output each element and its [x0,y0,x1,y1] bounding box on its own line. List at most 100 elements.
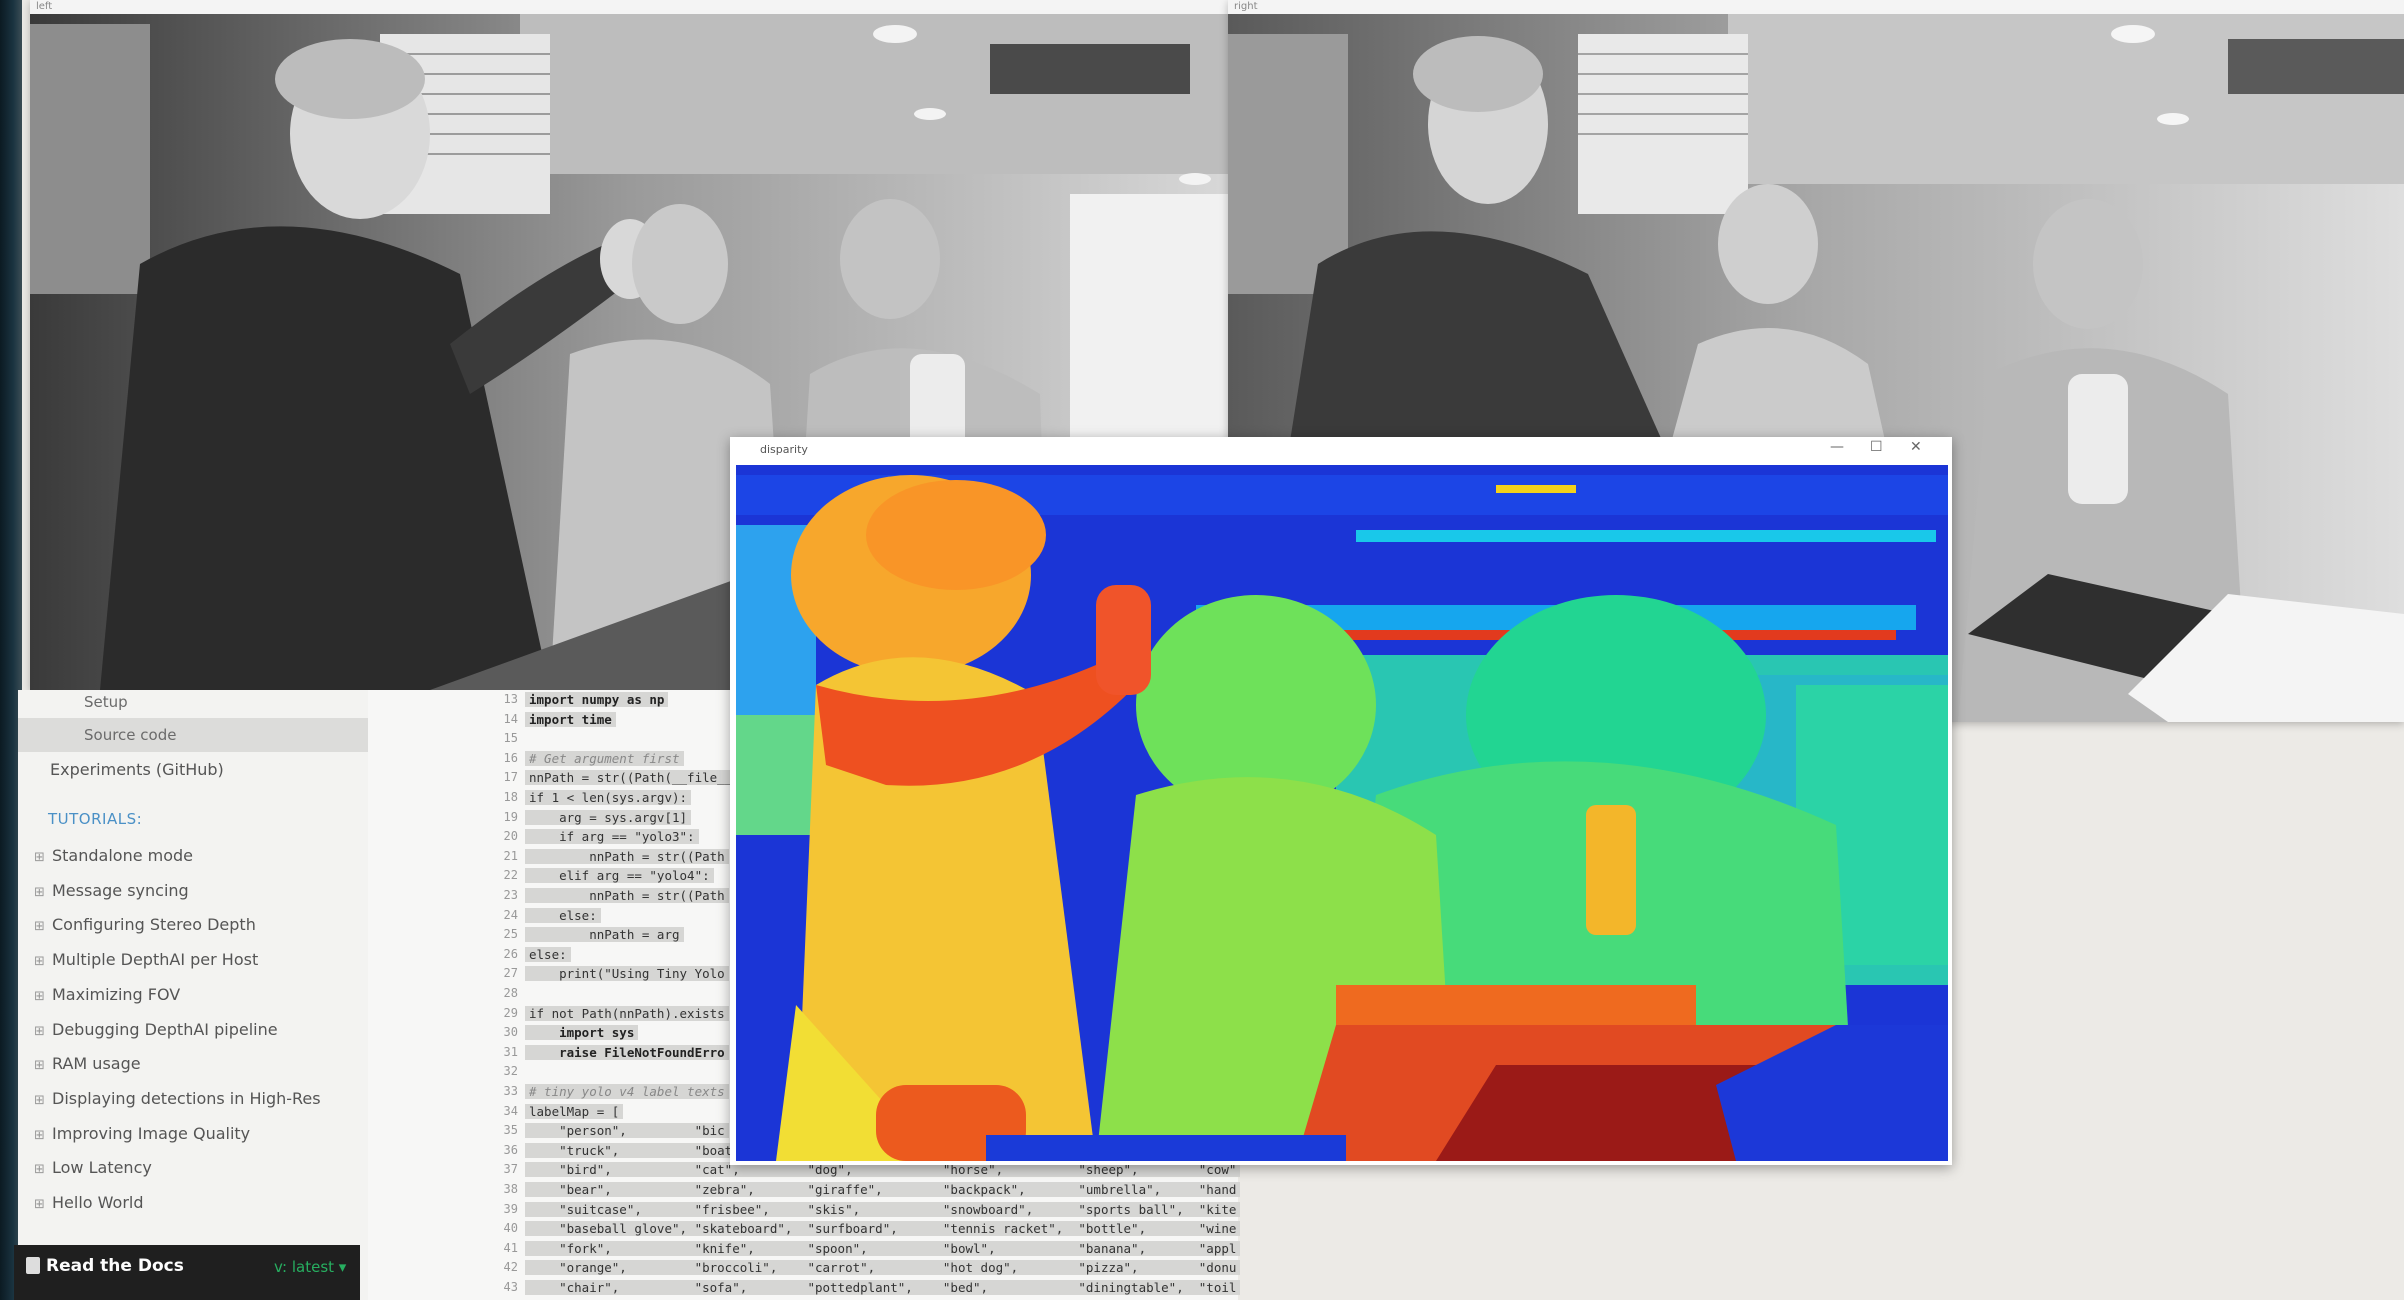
line-number: 23 [503,888,518,902]
sidebar-item-label: Configuring Stereo Depth [52,915,256,935]
version-selector[interactable]: v: latest ▾ [274,1258,347,1276]
right-window-title[interactable]: right [1228,0,2404,14]
code-line: # tiny yolo v4 label texts [525,1084,729,1099]
code-line: nnPath = arg [525,927,684,943]
expand-plus-icon[interactable]: ⊞ [34,919,45,935]
nav-sub-setup[interactable]: Setup [84,693,128,711]
sidebar-item[interactable]: ⊞ Hello World [34,1193,144,1212]
expand-plus-icon[interactable]: ⊞ [34,1127,45,1143]
code-line: import sys [525,1025,639,1041]
expand-plus-icon[interactable]: ⊞ [34,1092,45,1108]
close-icon[interactable]: ✕ [1910,439,1922,455]
rtd-footer[interactable] [14,1245,360,1300]
sidebar-item[interactable]: ⊞ Multiple DepthAI per Host [34,950,258,969]
code-text: nnPath = str((Path [525,848,729,864]
code-text: if 1 < len(sys.argv): [525,790,692,805]
code-line: "chair", "sofa", "pottedplant", "bed", "… [525,1280,1241,1295]
code-line: print("Using Tiny Yolo [525,966,729,982]
line-number: 38 [503,1182,518,1196]
left-window-title[interactable]: left [30,0,1230,14]
code-line: labelMap = [ [525,1103,624,1119]
code-line: if not Path(nnPath).exists [525,1005,729,1021]
expand-plus-icon[interactable]: ⊞ [34,1058,45,1074]
expand-plus-icon[interactable]: ⊞ [34,884,45,900]
code-line: "bear", "zebra", "giraffe", "backpack", … [525,1182,1241,1197]
line-number: 14 [503,711,518,726]
expand-plus-icon[interactable]: ⊞ [34,850,45,865]
expand-plus-icon[interactable]: ⊞ [34,1023,45,1039]
sidebar-item-label: Multiple DepthAI per Host [52,950,259,970]
code-text: "bird", "cat", "dog", "horse", "sheep", … [525,1162,1241,1178]
sidebar-item[interactable]: ⊞ RAM usage [34,1054,141,1073]
monitor-bezel [0,0,22,1300]
line-number: 31 [503,1044,518,1059]
sidebar-item-label: Message syncing [52,880,189,900]
sidebar-item-label: Debugging DepthAI pipeline [52,1019,278,1039]
left-camera-feed [30,14,1230,690]
line-number: 40 [503,1221,518,1236]
line-number: 29 [503,1005,518,1020]
line-number: 41 [503,1240,518,1255]
code-line: if arg == "yolo3": [525,829,699,845]
expand-plus-icon[interactable]: ⊞ [34,1197,45,1212]
code-line: "baseball glove", "skateboard", "surfboa… [525,1221,1241,1237]
line-number: 39 [503,1201,518,1216]
line-number: 32 [503,1064,518,1079]
minimize-icon[interactable]: — [1830,439,1844,455]
line-number: 42 [503,1260,518,1275]
code-text: # tiny yolo v4 label texts [525,1084,729,1099]
line-number: 13 [503,692,518,706]
line-number: 43 [503,1280,518,1294]
code-text: labelMap = [ [525,1103,624,1119]
line-number: 35 [503,1123,518,1138]
sidebar-item[interactable]: ⊞ Displaying detections in High-Res [34,1089,321,1108]
nav-active-highlight [18,718,368,752]
line-number: 33 [503,1084,518,1098]
line-number: 17 [503,770,518,785]
line-number: 18 [503,790,518,804]
code-text: else: [525,907,601,923]
code-line: else: [525,946,571,962]
rtd-label[interactable]: Read the Docs [46,1256,184,1276]
expand-plus-icon[interactable]: ⊞ [34,954,45,970]
sidebar-item[interactable]: ⊞ Message syncing [34,881,189,900]
expand-plus-icon[interactable]: ⊞ [34,1162,45,1178]
nav-experiments-link[interactable]: Experiments (GitHub) [50,760,224,779]
line-number: 28 [503,986,518,1000]
code-text: "bear", "zebra", "giraffe", "backpack", … [525,1182,1241,1197]
code-line: "person", "bic [525,1123,729,1139]
nav-sub-source-code[interactable]: Source code [84,726,177,744]
code-text: "chair", "sofa", "pottedplant", "bed", "… [525,1280,1241,1295]
code-line: "fork", "knife", "spoon", "bowl", "banan… [525,1240,1241,1256]
sidebar-item[interactable]: ⊞ Standalone mode [34,846,193,865]
line-number: 19 [503,809,518,824]
line-number: 16 [503,750,518,765]
code-text: "orange", "broccoli", "carrot", "hot dog… [525,1260,1241,1276]
sidebar-item[interactable]: ⊞ Debugging DepthAI pipeline [34,1020,278,1039]
code-line: arg = sys.argv[1] [525,809,692,825]
code-text: if not Path(nnPath).exists [525,1005,729,1021]
line-number: 36 [503,1142,518,1157]
code-line: nnPath = str((Path [525,888,729,903]
expand-plus-icon[interactable]: ⊞ [34,988,45,1004]
line-number: 34 [503,1103,518,1118]
sidebar-item[interactable]: ⊞ Configuring Stereo Depth [34,915,256,934]
code-text: import time [525,711,616,727]
disparity-window-title: disparity [760,443,808,456]
line-number: 15 [503,731,518,746]
code-text: "suitcase", "frisbee", "skis", "snowboar… [525,1201,1241,1217]
code-line: import time [525,711,616,727]
code-text: nnPath = str((Path(__file__ [525,770,737,786]
code-line: else: [525,907,601,923]
code-text: else: [525,946,571,962]
sidebar-item[interactable]: ⊞ Improving Image Quality [34,1124,250,1143]
disparity-map [736,465,1948,1161]
maximize-icon[interactable]: ☐ [1870,439,1883,455]
sidebar-item-label: Improving Image Quality [52,1123,251,1143]
line-number: 24 [503,907,518,922]
sidebar-item[interactable]: ⊞ Maximizing FOV [34,985,180,1004]
sidebar-item-label: RAM usage [52,1054,141,1074]
disparity-window[interactable]: disparity — ☐ ✕ [730,437,1952,1165]
sidebar-item[interactable]: ⊞ Low Latency [34,1158,152,1177]
line-number: 27 [503,966,518,981]
